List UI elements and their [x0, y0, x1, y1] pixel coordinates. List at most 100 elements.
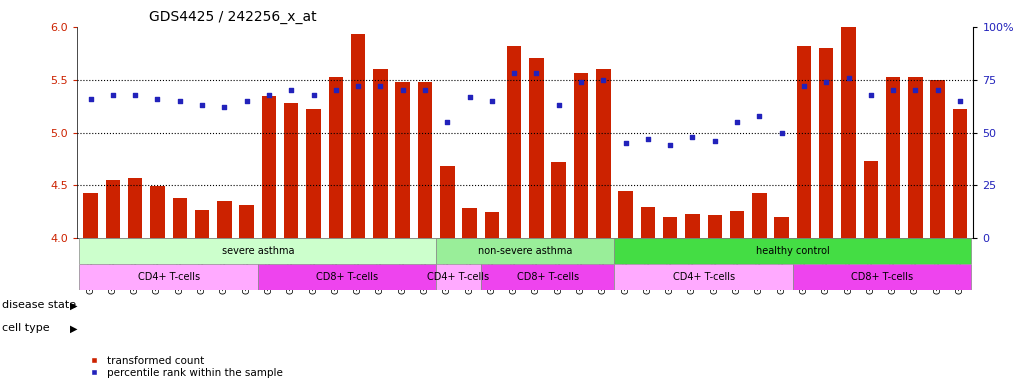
Bar — [793, 264, 971, 290]
Point — [885, 87, 901, 93]
Point — [751, 113, 767, 119]
Point — [818, 79, 834, 85]
Text: ▶: ▶ — [70, 300, 77, 310]
Bar — [481, 264, 615, 290]
Point — [796, 83, 813, 89]
Point — [417, 87, 434, 93]
Point — [662, 142, 679, 148]
Point — [573, 79, 589, 85]
Text: GDS4425 / 242256_x_at: GDS4425 / 242256_x_at — [149, 10, 316, 25]
Bar — [217, 201, 232, 238]
Bar — [953, 109, 967, 238]
Point — [929, 87, 946, 93]
Point — [105, 91, 122, 98]
Bar — [262, 96, 276, 238]
Bar — [551, 162, 565, 238]
Point — [840, 74, 857, 81]
Bar — [615, 238, 971, 264]
Bar — [930, 80, 945, 238]
Text: disease state: disease state — [2, 300, 76, 310]
Point — [862, 91, 879, 98]
Bar — [436, 238, 615, 264]
Text: CD8+ T-cells: CD8+ T-cells — [851, 272, 913, 282]
Bar — [329, 76, 343, 238]
Bar — [618, 191, 632, 238]
Text: CD8+ T-cells: CD8+ T-cells — [316, 272, 378, 282]
Point — [372, 83, 388, 89]
Bar — [418, 82, 433, 238]
Point — [506, 70, 522, 76]
Bar — [128, 178, 142, 238]
Point — [461, 94, 478, 100]
Bar — [529, 58, 544, 238]
Bar — [596, 69, 611, 238]
Point — [305, 91, 321, 98]
Text: CD4+ T-cells: CD4+ T-cells — [673, 272, 734, 282]
Text: ▶: ▶ — [70, 323, 77, 333]
Point — [484, 98, 501, 104]
Bar — [239, 205, 254, 238]
Point — [283, 87, 300, 93]
Bar — [373, 69, 387, 238]
Bar — [663, 217, 678, 238]
Point — [216, 104, 233, 110]
Point — [617, 140, 633, 146]
Bar — [796, 46, 812, 238]
Point — [394, 87, 411, 93]
Point — [952, 98, 968, 104]
Bar — [83, 193, 98, 238]
Point — [172, 98, 188, 104]
Bar — [195, 210, 209, 238]
Point — [907, 87, 924, 93]
Bar — [507, 46, 521, 238]
Text: CD4+ T-cells: CD4+ T-cells — [138, 272, 200, 282]
Legend: transformed count, percentile rank within the sample: transformed count, percentile rank withi… — [82, 355, 284, 379]
Bar — [351, 34, 366, 238]
Bar — [775, 217, 789, 238]
Point — [528, 70, 545, 76]
Point — [595, 77, 612, 83]
Bar — [79, 264, 258, 290]
Point — [684, 134, 700, 140]
Text: CD4+ T-cells: CD4+ T-cells — [427, 272, 489, 282]
Bar — [641, 207, 655, 238]
Bar — [842, 22, 856, 238]
Point — [729, 119, 746, 125]
Bar — [863, 161, 878, 238]
Point — [439, 119, 455, 125]
Bar — [284, 103, 299, 238]
Point — [350, 83, 367, 89]
Bar — [574, 73, 588, 238]
Bar — [396, 82, 410, 238]
Bar — [615, 264, 793, 290]
Point — [82, 96, 99, 102]
Bar — [258, 264, 436, 290]
Bar — [306, 109, 320, 238]
Point — [238, 98, 254, 104]
Point — [707, 138, 723, 144]
Point — [328, 87, 344, 93]
Bar — [173, 198, 187, 238]
Bar — [685, 214, 699, 238]
Bar — [150, 187, 165, 238]
Bar — [462, 208, 477, 238]
Point — [149, 96, 166, 102]
Bar — [440, 166, 454, 238]
Bar — [79, 238, 436, 264]
Bar — [485, 212, 500, 238]
Bar — [908, 76, 923, 238]
Bar — [730, 211, 745, 238]
Point — [261, 91, 277, 98]
Bar — [819, 48, 833, 238]
Point — [194, 102, 210, 108]
Text: healthy control: healthy control — [756, 246, 830, 256]
Bar — [708, 215, 722, 238]
Point — [550, 102, 566, 108]
Text: severe asthma: severe asthma — [221, 246, 294, 256]
Text: CD8+ T-cells: CD8+ T-cells — [516, 272, 579, 282]
Point — [127, 91, 143, 98]
Bar — [752, 193, 766, 238]
Text: cell type: cell type — [2, 323, 49, 333]
Text: non-severe asthma: non-severe asthma — [478, 246, 573, 256]
Bar — [886, 76, 900, 238]
